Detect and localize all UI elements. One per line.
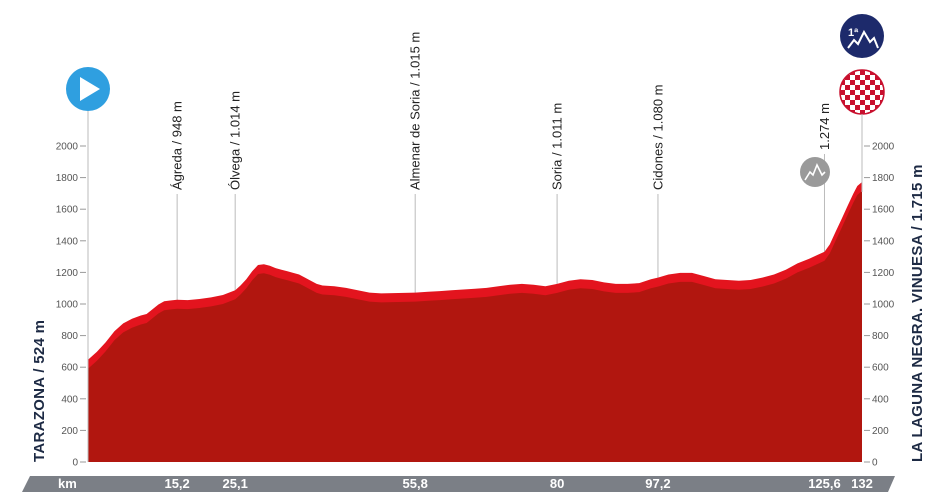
y-tick-right: 800 — [872, 331, 889, 342]
y-tick-right: 1000 — [872, 300, 895, 311]
waypoint-label: Ólvega / 1.014 m — [228, 91, 243, 190]
x-tick-label: 97,2 — [645, 476, 670, 491]
y-tick-left: 1000 — [56, 300, 79, 311]
y-tick-left: 1200 — [56, 268, 79, 279]
elevation-profile-area — [88, 191, 862, 462]
start-label: TARAZONA / 524 m — [31, 320, 48, 462]
y-tick-right: 600 — [872, 363, 889, 374]
waypoint-label: Almenar de Soria / 1.015 m — [408, 32, 423, 190]
climb-category-icon: 1ª — [840, 14, 884, 58]
y-tick-right: 1600 — [872, 205, 895, 216]
y-tick-right: 2000 — [872, 142, 895, 153]
waypoint-label: 1.274 m — [817, 103, 832, 150]
finish-flag-icon — [839, 69, 885, 115]
y-tick-right: 400 — [872, 394, 889, 405]
y-axis-left: 0 200 400 600 800 1000 1200 1400 1600 1800 2000 — [56, 142, 86, 469]
x-tick-label: 80 — [550, 476, 564, 491]
y-tick-left: 800 — [61, 331, 78, 342]
x-tick-label: 25,1 — [223, 476, 248, 491]
y-tick-right: 0 — [872, 458, 878, 469]
x-tick-label: 132 — [851, 476, 873, 491]
y-axis-right: 0 200 400 600 800 1000 1200 1400 1600 1800 2000 — [864, 142, 895, 469]
y-tick-left: 1800 — [56, 173, 79, 184]
waypoint-labels: Ágreda / 948 m Ólvega / 1.014 m Almenar de… — [170, 32, 832, 190]
y-tick-left: 0 — [72, 458, 78, 469]
y-tick-right: 1400 — [872, 236, 895, 247]
y-tick-right: 1200 — [872, 268, 895, 279]
x-axis-label: km — [58, 476, 77, 491]
x-tick-label: 15,2 — [164, 476, 189, 491]
y-tick-left: 600 — [61, 363, 78, 374]
waypoint-label: Cidones / 1.080 m — [650, 84, 665, 190]
intermediate-climb-icon — [800, 157, 830, 187]
y-tick-left: 200 — [61, 426, 78, 437]
km-axis-bar — [22, 476, 895, 492]
x-axis-ticks: 15,2 25,1 55,8 80 97,2 125,6 132 — [164, 476, 872, 491]
waypoint-label: Ágreda / 948 m — [170, 101, 185, 190]
waypoint-label: Soria / 1.011 m — [550, 103, 565, 190]
svg-text:1ª: 1ª — [848, 27, 859, 39]
x-tick-label: 55,8 — [403, 476, 428, 491]
finish-label: LA LAGUNA NEGRA. VINUESA / 1.715 m — [909, 164, 926, 462]
y-tick-left: 1600 — [56, 205, 79, 216]
y-tick-left: 2000 — [56, 142, 79, 153]
y-tick-left: 1400 — [56, 236, 79, 247]
start-play-icon — [66, 67, 110, 111]
x-tick-label: 125,6 — [808, 476, 841, 491]
y-tick-right: 1800 — [872, 173, 895, 184]
y-tick-left: 400 — [61, 394, 78, 405]
y-tick-right: 200 — [872, 426, 889, 437]
